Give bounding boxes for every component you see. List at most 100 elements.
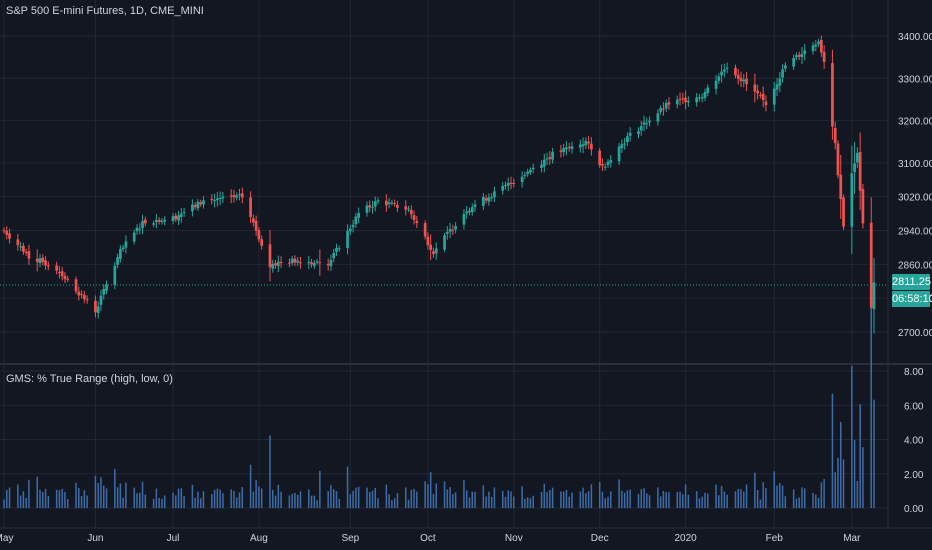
candle-body [509,182,513,184]
true-range-bar [840,422,842,508]
true-range-bar [255,480,257,508]
true-range-bar [294,492,296,508]
true-range-bar [540,492,543,508]
candle-body [290,258,294,264]
candle-body [842,197,845,227]
candle-body [415,220,419,224]
true-range-bar [161,498,163,508]
candle-body [637,131,640,135]
candle-body [215,198,219,201]
true-range-bar [695,491,698,508]
true-range-bar [17,484,19,508]
candle-body [221,196,225,199]
candle-body [836,143,840,176]
candle-body [659,107,663,112]
candle-body [764,101,768,106]
true-range-bar [3,499,5,508]
true-range-bar [427,484,429,508]
candle-body [645,123,649,125]
indicator-axis-tick-label: 2.00 [904,470,924,481]
candle-body [462,214,466,225]
candle-body [542,159,546,167]
price-axis-tick-label: 3200.00 [898,117,932,128]
true-range-bar [485,496,487,508]
candle-body [254,220,258,231]
candle-body [820,40,823,53]
candle-body [179,213,183,217]
true-range-bar [482,485,485,508]
candle-body [465,211,469,214]
true-range-bar [598,481,601,508]
candle-body [307,261,311,264]
true-range-bar [396,493,399,508]
true-range-bar [6,489,8,508]
true-range-bar [657,487,659,508]
true-range-bar [607,496,609,508]
true-range-bar [125,482,127,508]
candle-body [590,143,593,150]
true-range-bar [851,365,853,508]
true-range-bar [582,487,584,508]
true-range-bar [446,489,449,508]
true-range-bar [590,484,593,508]
candle-body [470,207,474,213]
true-range-bar [579,491,582,508]
true-range-bar [465,490,468,508]
true-range-bar [618,479,620,508]
true-range-bar [546,491,548,508]
candle-body [329,259,333,267]
candle-body [296,260,300,263]
true-range-bar [357,486,360,508]
true-range-bar [684,484,687,508]
candle-body [135,227,139,232]
true-range-bar [75,482,77,508]
candle-body [249,197,252,217]
candle-body [232,195,236,198]
candle-body [268,244,272,268]
candle-body [38,258,42,263]
candle-body [354,216,358,225]
true-range-bar [327,490,329,508]
candle-body [681,98,685,100]
true-range-bar [44,488,47,508]
candle-body [817,41,820,45]
candle-body [648,120,651,123]
candle-body [113,265,117,286]
true-range-bar [737,489,739,508]
candle-body [213,200,216,202]
true-range-bar [274,495,277,508]
true-range-bar [177,488,180,508]
candle-body [210,198,214,200]
candle-body [22,245,25,252]
true-range-bar [493,487,496,508]
true-range-bar [116,487,119,508]
true-range-bar [610,491,612,508]
true-range-bar [443,481,446,508]
true-range-bar [80,496,83,508]
indicator-title: GMS: % True Range (high, low, 0) [6,373,173,385]
true-range-bar [58,490,61,508]
true-range-bar [86,495,88,508]
candle-body [199,202,203,205]
true-range-bar [291,494,293,508]
candle-body [432,251,435,255]
true-range-bar [648,495,651,508]
candle-body [46,265,50,267]
candle-body [745,78,748,85]
true-range-bar [754,472,756,508]
candle-body [27,251,31,259]
candle-body [753,84,757,92]
true-range-bar [524,498,526,508]
candle-body [412,215,416,220]
price-axis-tick-label: 3300.00 [898,74,932,85]
candle-body [756,90,759,94]
true-range-bar [765,488,767,508]
candle-body [279,262,283,264]
candle-body [160,220,164,222]
true-range-bar [269,435,271,508]
true-range-bar [623,492,626,508]
true-range-bar [726,494,728,508]
candle-body [797,54,801,57]
true-range-bar [513,496,515,508]
